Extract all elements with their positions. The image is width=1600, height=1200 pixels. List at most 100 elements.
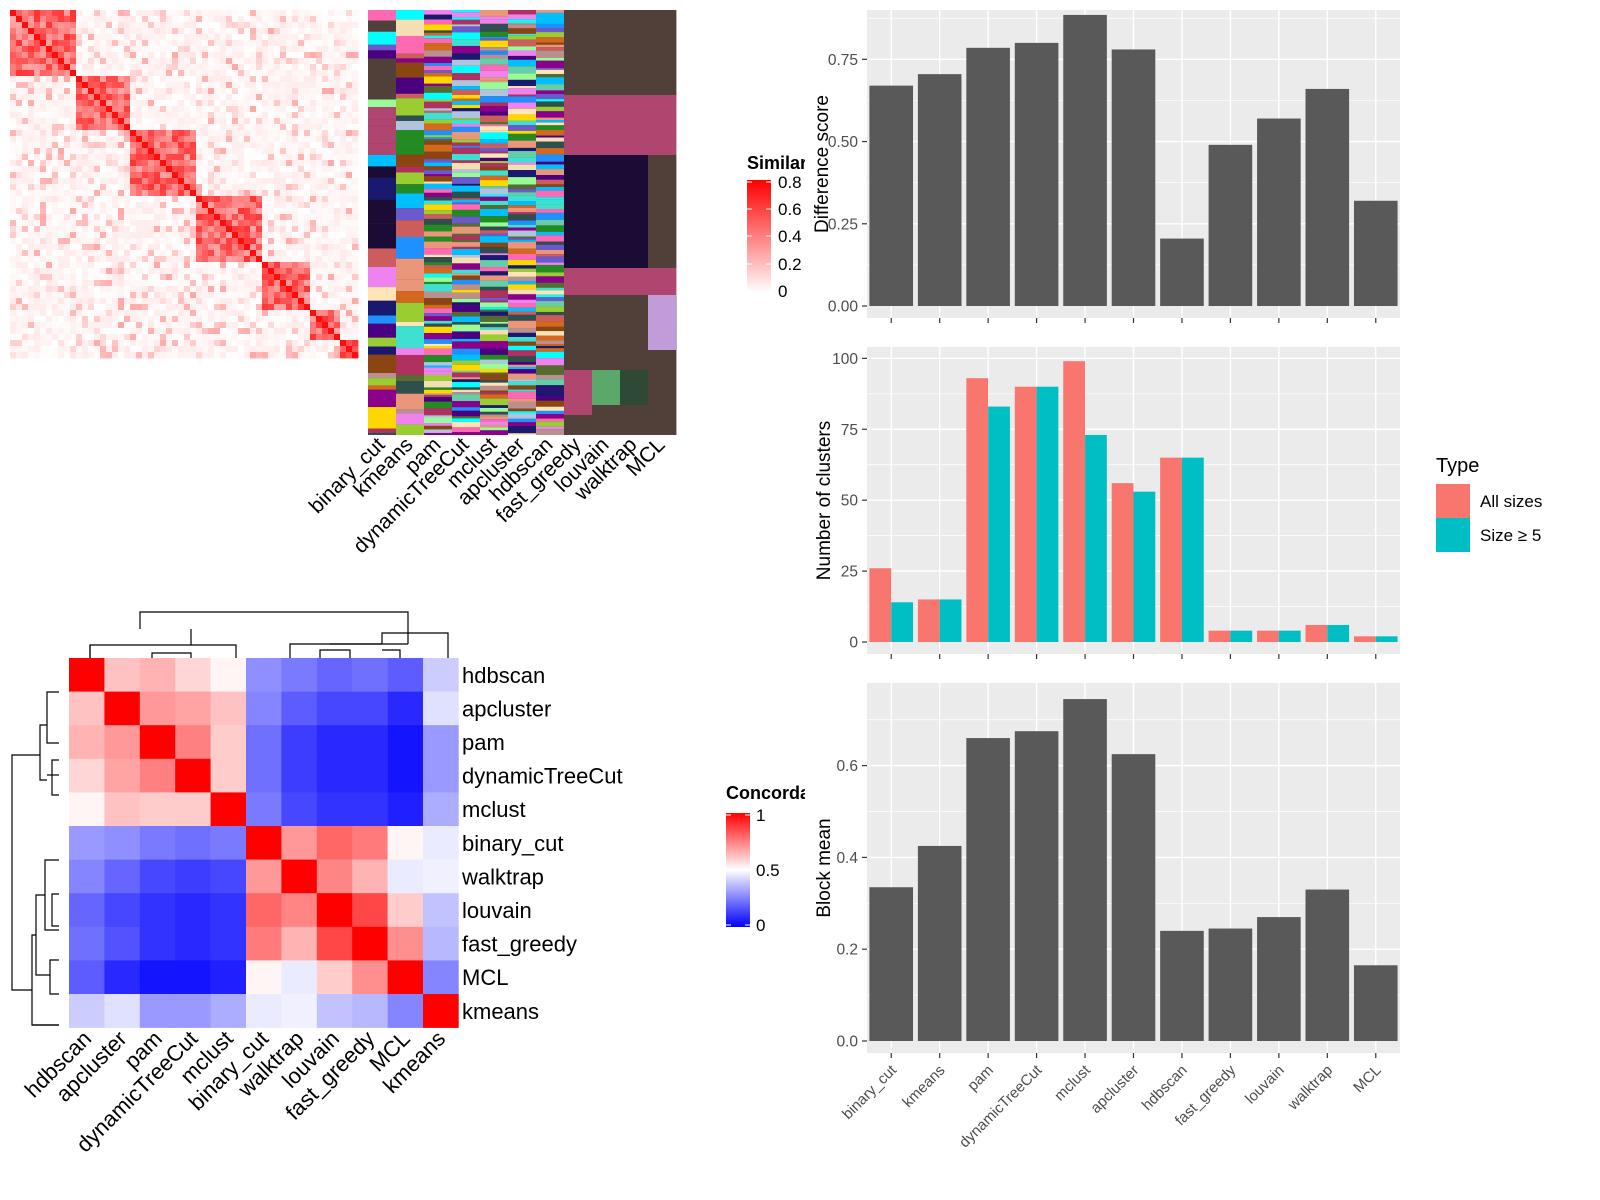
similarity-cell bbox=[106, 88, 113, 95]
similarity-cell bbox=[328, 298, 335, 305]
similarity-cell bbox=[304, 166, 311, 173]
similarity-cell bbox=[82, 64, 89, 71]
similarity-cell bbox=[202, 322, 209, 329]
similarity-cell bbox=[82, 226, 89, 233]
similarity-cell bbox=[58, 112, 65, 119]
cluster-stripe bbox=[424, 204, 453, 211]
similarity-legend: Similarity 0.80.60.40.20 bbox=[747, 153, 805, 301]
y-tick-label: 0.50 bbox=[828, 134, 859, 151]
similarity-cell bbox=[160, 298, 167, 305]
similarity-cell bbox=[76, 130, 83, 137]
similarity-cell bbox=[136, 226, 143, 233]
cluster-stripe bbox=[424, 123, 453, 131]
similarity-cell bbox=[106, 148, 113, 155]
cluster-stripe bbox=[452, 185, 481, 192]
concordance-cell bbox=[281, 826, 318, 860]
concordance-cell bbox=[281, 994, 318, 1028]
cluster-stripe bbox=[452, 17, 481, 20]
similarity-cell bbox=[94, 124, 101, 131]
similarity-cell bbox=[286, 88, 293, 95]
similarity-cell bbox=[100, 76, 107, 83]
similarity-cell bbox=[76, 34, 83, 41]
similarity-cell bbox=[202, 34, 209, 41]
similarity-cell bbox=[274, 160, 281, 167]
similarity-cell bbox=[196, 22, 203, 29]
similarity-cell bbox=[16, 256, 23, 263]
cluster-stripe bbox=[536, 175, 565, 180]
cluster-stripe bbox=[536, 385, 565, 389]
similarity-cell bbox=[148, 328, 155, 335]
similarity-cell bbox=[328, 130, 335, 137]
similarity-cell bbox=[130, 58, 137, 65]
similarity-cell bbox=[154, 214, 161, 221]
similarity-cell bbox=[112, 124, 119, 131]
similarity-cell bbox=[184, 166, 191, 173]
similarity-cell bbox=[256, 346, 263, 353]
cluster-stripe bbox=[480, 19, 509, 24]
similarity-cell bbox=[124, 268, 131, 275]
similarity-cell bbox=[220, 268, 227, 275]
similarity-cell bbox=[52, 28, 59, 35]
similarity-cell bbox=[130, 328, 137, 335]
cluster-stripe bbox=[536, 351, 565, 359]
similarity-cell bbox=[196, 184, 203, 191]
similarity-cell bbox=[310, 280, 317, 287]
similarity-cell bbox=[94, 220, 101, 227]
x-tick-label: louvain bbox=[1242, 1062, 1288, 1108]
similarity-cell bbox=[340, 142, 347, 149]
similarity-cell bbox=[100, 178, 107, 185]
similarity-cell bbox=[88, 178, 95, 185]
similarity-cell bbox=[136, 352, 143, 359]
similarity-cell bbox=[100, 16, 107, 23]
similarity-cell bbox=[28, 232, 35, 239]
similarity-cell bbox=[304, 226, 311, 233]
similarity-cell bbox=[250, 214, 257, 221]
similarity-cell bbox=[292, 334, 299, 341]
similarity-cell bbox=[130, 244, 137, 251]
similarity-cell bbox=[286, 136, 293, 143]
similarity-cell bbox=[154, 106, 161, 113]
similarity-cell bbox=[208, 112, 215, 119]
similarity-cell bbox=[22, 244, 29, 251]
similarity-cell bbox=[184, 58, 191, 65]
similarity-cell bbox=[88, 106, 95, 113]
similarity-cell bbox=[244, 88, 251, 95]
similarity-cell bbox=[208, 136, 215, 143]
similarity-cell bbox=[226, 286, 233, 293]
similarity-cell bbox=[46, 16, 53, 23]
similarity-cell bbox=[298, 40, 305, 47]
similarity-cell bbox=[112, 118, 119, 125]
cluster-stripe bbox=[368, 428, 397, 433]
similarity-cell bbox=[280, 346, 287, 353]
similarity-cell bbox=[10, 34, 17, 41]
cluster-stripe bbox=[508, 408, 537, 412]
similarity-cell bbox=[106, 292, 113, 299]
concordance-cell bbox=[69, 758, 105, 793]
similarity-cell bbox=[136, 112, 143, 119]
similarity-cell bbox=[256, 94, 263, 101]
similarity-cell bbox=[226, 250, 233, 257]
similarity-cell bbox=[286, 304, 293, 311]
similarity-cell bbox=[202, 190, 209, 197]
similarity-cell bbox=[52, 238, 59, 245]
similarity-cell bbox=[16, 46, 23, 53]
similarity-cell bbox=[46, 214, 53, 221]
similarity-cell bbox=[340, 112, 347, 119]
similarity-cell bbox=[316, 196, 323, 203]
similarity-cell bbox=[292, 40, 299, 47]
similarity-cell bbox=[64, 52, 71, 59]
similarity-cell bbox=[118, 298, 125, 305]
similarity-cell bbox=[352, 196, 359, 203]
similarity-cell bbox=[16, 262, 23, 269]
similarity-cell bbox=[274, 172, 281, 179]
similarity-cell bbox=[70, 232, 77, 239]
similarity-cell bbox=[244, 58, 251, 65]
similarity-cell bbox=[190, 274, 197, 281]
cluster-stripe bbox=[480, 236, 509, 243]
cluster-stripe bbox=[536, 141, 565, 149]
similarity-cell bbox=[256, 184, 263, 191]
similarity-cell bbox=[136, 214, 143, 221]
similarity-cell bbox=[250, 58, 257, 65]
similarity-cell bbox=[322, 22, 329, 29]
